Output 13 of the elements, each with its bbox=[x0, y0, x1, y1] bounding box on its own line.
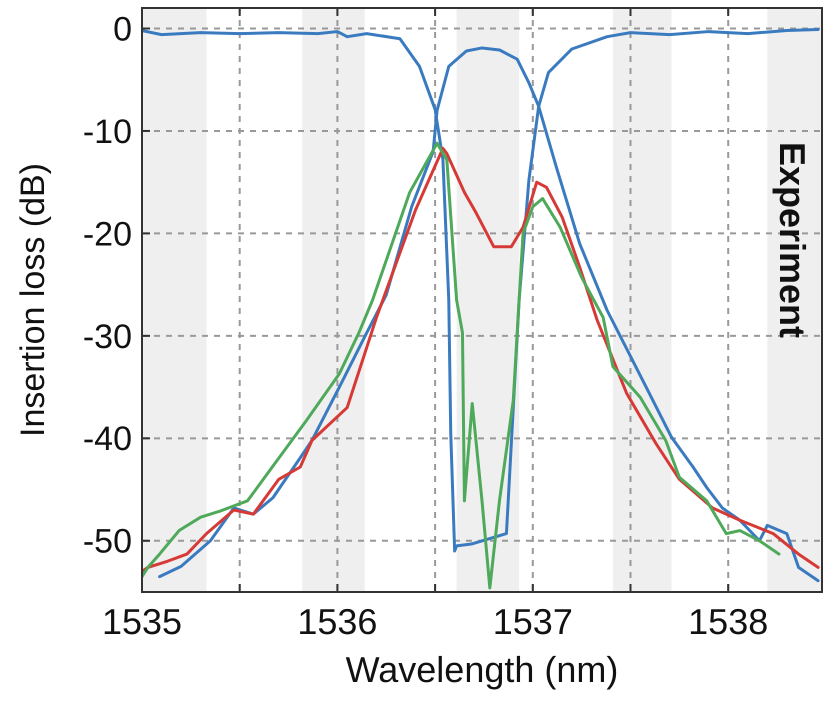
x-axis-title: Wavelength (nm) bbox=[346, 649, 618, 690]
x-tick-label: 1537 bbox=[492, 601, 573, 642]
y-tick-label: -40 bbox=[82, 420, 132, 458]
y-tick-label: -50 bbox=[82, 522, 132, 561]
x-tick-label: 1535 bbox=[102, 601, 182, 642]
y-axis-title: Insertion loss (dB) bbox=[14, 163, 52, 437]
y-tick-label: 0 bbox=[113, 10, 132, 48]
annotation: Experiment bbox=[772, 142, 813, 338]
y-tick-label: -30 bbox=[82, 318, 132, 356]
x-tick-label: 1536 bbox=[297, 601, 378, 642]
y-tick-label: -20 bbox=[82, 215, 132, 254]
x-tick-label: 1538 bbox=[688, 601, 768, 642]
y-tick-label: -10 bbox=[82, 112, 132, 151]
